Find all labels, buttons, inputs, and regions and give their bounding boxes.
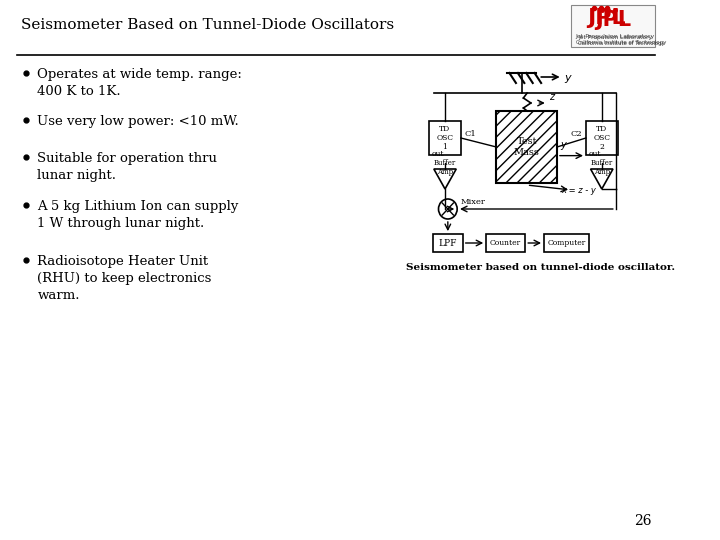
Bar xyxy=(586,121,618,155)
Text: Buffer
Amp: Buffer Amp xyxy=(590,159,613,176)
Bar xyxy=(544,234,589,252)
Text: Counter: Counter xyxy=(490,239,521,247)
Text: LPF: LPF xyxy=(438,239,457,247)
Bar xyxy=(571,5,655,47)
Text: z: z xyxy=(549,92,554,102)
Text: Computer: Computer xyxy=(547,239,585,247)
Text: y: y xyxy=(564,73,571,83)
Bar xyxy=(429,121,461,155)
Text: A 5 kg Lithium Ion can supply
1 W through lunar night.: A 5 kg Lithium Ion can supply 1 W throug… xyxy=(37,200,239,230)
Text: Operates at wide temp. range:
400 K to 1K.: Operates at wide temp. range: 400 K to 1… xyxy=(37,68,242,98)
Text: x = z - y: x = z - y xyxy=(562,186,597,195)
Text: C2: C2 xyxy=(571,130,582,138)
Bar xyxy=(486,234,526,252)
Text: Suitable for operation thru
lunar night.: Suitable for operation thru lunar night. xyxy=(37,152,217,182)
Text: Test
Mass: Test Mass xyxy=(514,137,539,157)
Text: TD
OSC
1: TD OSC 1 xyxy=(436,125,454,151)
Text: Buffer
Amp: Buffer Amp xyxy=(434,159,456,176)
Text: Mixer: Mixer xyxy=(461,198,486,206)
Text: out: out xyxy=(589,150,601,158)
Text: JPL: JPL xyxy=(595,10,631,30)
Text: y: y xyxy=(559,140,565,150)
Text: Seismometer Based on Tunnel-Diode Oscillators: Seismometer Based on Tunnel-Diode Oscill… xyxy=(21,18,394,32)
Text: Use very low power: <10 mW.: Use very low power: <10 mW. xyxy=(37,115,239,128)
Text: 26: 26 xyxy=(634,514,651,528)
Text: California Institute of Technology: California Institute of Technology xyxy=(578,41,665,46)
Text: Jet Propulsion Laboratory: Jet Propulsion Laboratory xyxy=(576,34,655,39)
Text: Jet Propulsion Laboratory: Jet Propulsion Laboratory xyxy=(578,35,652,40)
Text: JPL: JPL xyxy=(587,8,626,28)
Text: Seismometer based on tunnel-diode oscillator.: Seismometer based on tunnel-diode oscill… xyxy=(406,263,675,272)
Text: out: out xyxy=(432,150,444,158)
Text: TD
OSC
2: TD OSC 2 xyxy=(593,125,611,151)
Bar xyxy=(433,234,463,252)
Bar xyxy=(496,111,557,183)
Text: California Institute of Technology: California Institute of Technology xyxy=(576,40,666,45)
Polygon shape xyxy=(590,169,613,189)
Polygon shape xyxy=(434,169,456,189)
Text: Radioisotope Heater Unit
(RHU) to keep electronics
warm.: Radioisotope Heater Unit (RHU) to keep e… xyxy=(37,255,212,302)
Text: C1: C1 xyxy=(464,130,476,138)
